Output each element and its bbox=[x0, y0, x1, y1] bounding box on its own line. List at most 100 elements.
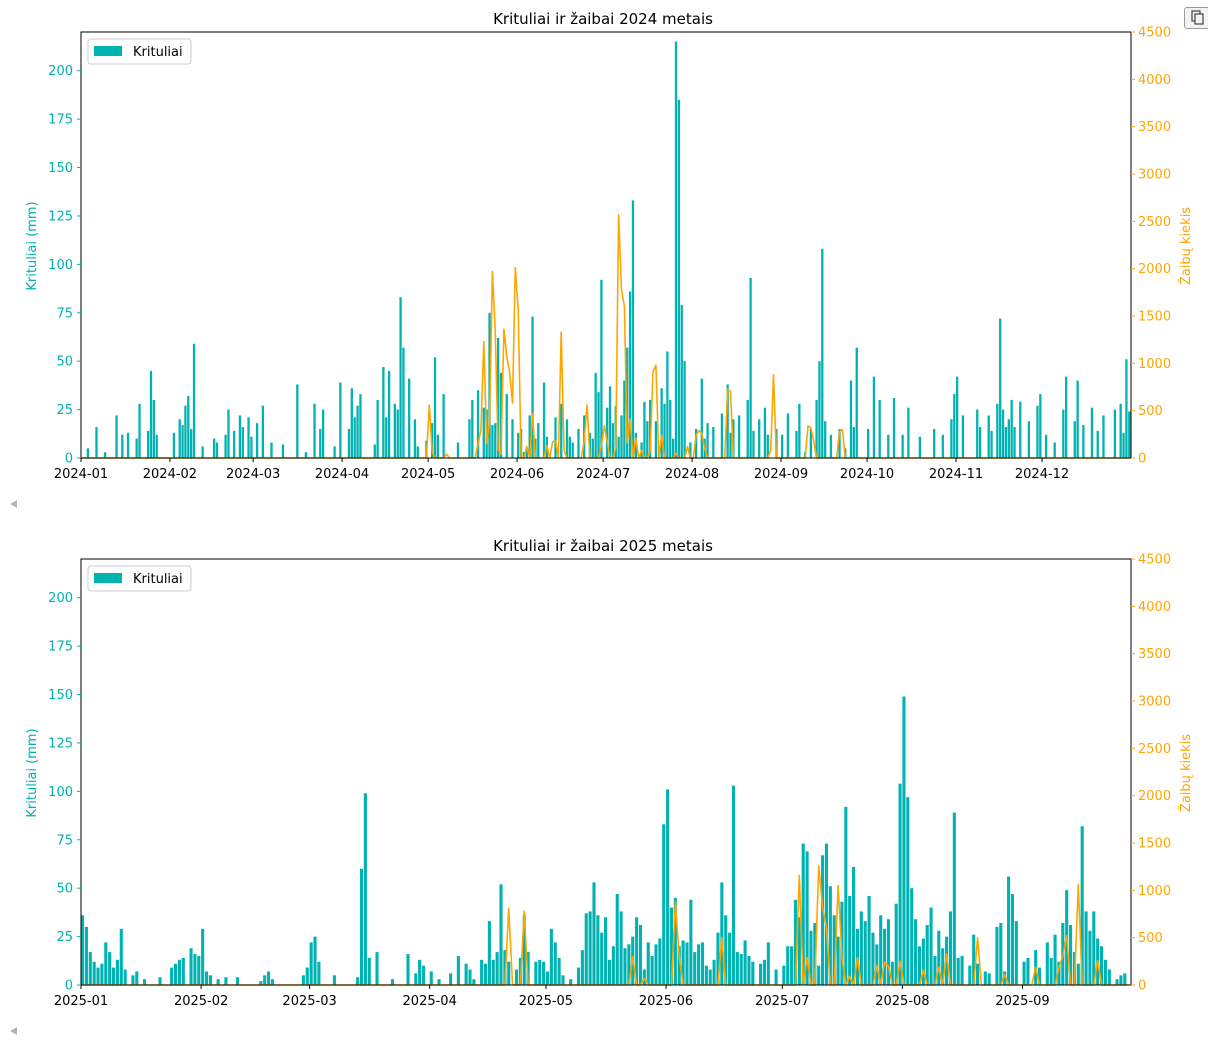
rain-bar bbox=[978, 427, 982, 458]
rain-bar bbox=[872, 376, 876, 458]
rain-bar bbox=[204, 971, 209, 985]
y-axis-label-left: Krituliai (mm) bbox=[25, 728, 40, 817]
rain-bar bbox=[852, 866, 856, 985]
rain-bar bbox=[894, 903, 898, 985]
scroll-left-arrow[interactable] bbox=[10, 500, 17, 508]
rain-bar bbox=[689, 899, 693, 985]
rain-bar bbox=[972, 934, 976, 985]
rain-bar bbox=[793, 899, 798, 985]
rain-bar bbox=[867, 428, 870, 458]
rain-bar bbox=[367, 957, 371, 985]
rain-bar bbox=[250, 436, 253, 458]
y-tick-label-right: 500 bbox=[1138, 404, 1163, 419]
rain-bar bbox=[786, 413, 790, 458]
rain-bar bbox=[968, 965, 972, 985]
rain-bar bbox=[914, 919, 918, 985]
rain-bar bbox=[735, 952, 739, 985]
rain-bar bbox=[646, 421, 649, 458]
rain-bar bbox=[681, 940, 685, 985]
rain-bar bbox=[607, 959, 612, 985]
rain-bar bbox=[1001, 409, 1005, 458]
rain-bar bbox=[356, 405, 359, 458]
rain-bar bbox=[155, 434, 158, 458]
rain-bar bbox=[1026, 957, 1030, 985]
legend-label: Krituliai bbox=[133, 45, 183, 60]
rain-bar bbox=[1125, 359, 1128, 458]
rain-bar bbox=[673, 897, 677, 985]
rain-bar bbox=[642, 969, 646, 985]
rain-bar bbox=[187, 396, 190, 458]
rain-bar bbox=[235, 977, 240, 985]
rain-bar bbox=[503, 950, 507, 985]
rain-bar bbox=[1122, 432, 1125, 458]
y-tick-label-right: 2500 bbox=[1138, 742, 1171, 757]
rain-bar bbox=[576, 967, 581, 985]
rain-bar bbox=[416, 446, 419, 458]
rain-bar bbox=[879, 915, 883, 985]
rain-bar bbox=[716, 932, 720, 985]
rain-bar bbox=[689, 442, 692, 458]
y-tick-label-left: 200 bbox=[48, 591, 73, 606]
rain-bar bbox=[491, 425, 494, 458]
rain-bar bbox=[960, 955, 964, 985]
scroll-left-arrow[interactable] bbox=[10, 1027, 17, 1035]
rain-bar bbox=[956, 957, 960, 985]
rain-bar bbox=[658, 938, 662, 985]
rain-bar bbox=[948, 911, 952, 985]
rain-bar bbox=[437, 979, 441, 985]
rain-bar bbox=[976, 963, 980, 985]
rain-bar bbox=[468, 969, 472, 985]
rain-bar bbox=[553, 942, 557, 985]
rain-bar bbox=[119, 928, 123, 985]
rain-bar bbox=[677, 946, 681, 985]
rain-bar bbox=[650, 955, 654, 985]
rain-bar bbox=[1076, 380, 1079, 458]
rain-bar bbox=[600, 932, 604, 985]
rain-bar bbox=[517, 432, 520, 458]
rain-bar bbox=[933, 428, 936, 458]
rain-bar bbox=[1013, 427, 1016, 458]
y-tick-label-left: 50 bbox=[56, 882, 73, 897]
rain-bar bbox=[628, 291, 632, 458]
rain-bar bbox=[606, 407, 609, 458]
rain-bar bbox=[115, 959, 119, 985]
rain-bar bbox=[821, 248, 824, 458]
rain-bar bbox=[545, 971, 550, 985]
rain-bar bbox=[104, 942, 108, 985]
rain-bar bbox=[227, 409, 230, 458]
rain-bar bbox=[319, 428, 322, 458]
rain-bar bbox=[393, 403, 396, 458]
y-tick-label-left: 175 bbox=[48, 113, 73, 128]
rain-bar bbox=[999, 923, 1003, 985]
plot-frame bbox=[80, 31, 1132, 459]
rain-bar bbox=[743, 940, 747, 985]
rain-bar bbox=[216, 979, 220, 985]
y-tick-label-right: 4000 bbox=[1138, 600, 1171, 615]
rain-bar bbox=[173, 963, 178, 985]
copy-button[interactable] bbox=[1184, 7, 1208, 29]
y-tick-label-right: 0 bbox=[1138, 452, 1146, 467]
rain-bar bbox=[1038, 967, 1042, 985]
rain-bar bbox=[149, 370, 153, 458]
rain-bar bbox=[181, 425, 184, 458]
rain-bar bbox=[694, 428, 698, 458]
rain-bar bbox=[594, 372, 597, 458]
x-tick-label: 2024-08 bbox=[665, 467, 719, 482]
rain-bar bbox=[347, 428, 351, 458]
rain-bar bbox=[580, 950, 584, 985]
rain-bar bbox=[92, 961, 96, 985]
rain-bar bbox=[619, 911, 623, 985]
rain-bar bbox=[81, 915, 85, 985]
rain-bar bbox=[333, 446, 336, 458]
rain-bar bbox=[1022, 961, 1026, 985]
rain-bar bbox=[887, 434, 890, 458]
rain-bar bbox=[387, 370, 391, 458]
rain-bar bbox=[1007, 876, 1011, 985]
rain-bar bbox=[961, 415, 965, 458]
rain-bar bbox=[941, 434, 944, 458]
rain-bar bbox=[790, 946, 794, 985]
rain-bar bbox=[296, 384, 299, 458]
rain-bar bbox=[809, 428, 812, 458]
rain-bar bbox=[1123, 973, 1127, 985]
rain-bar bbox=[902, 696, 906, 985]
